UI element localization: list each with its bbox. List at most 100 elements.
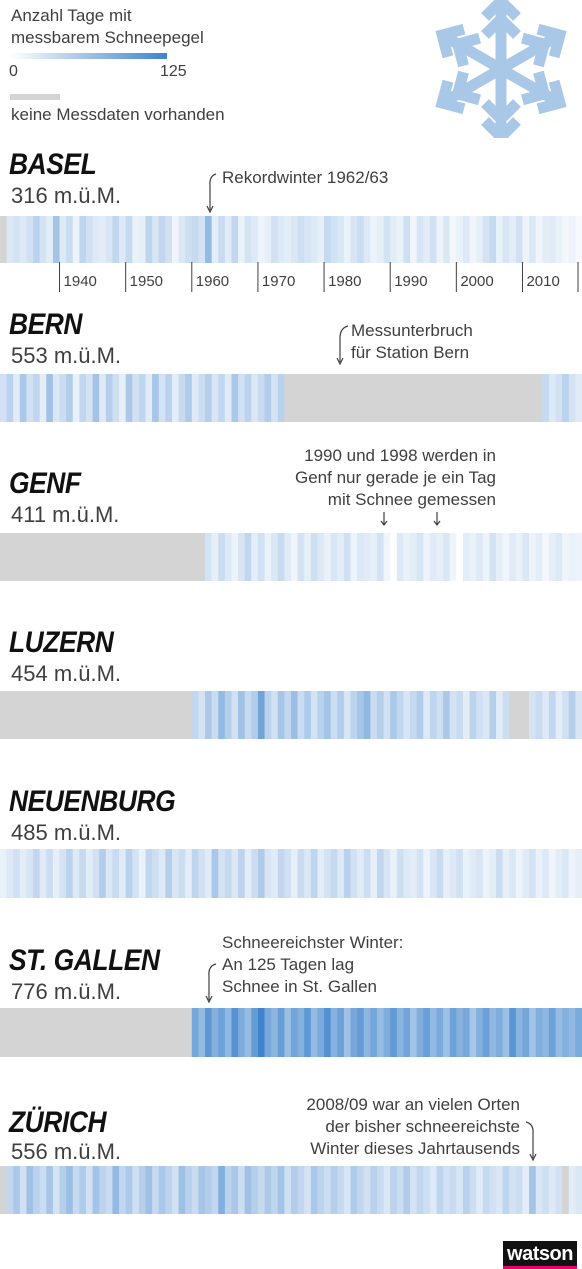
stripe-1962 [205, 1008, 213, 1057]
annotation-genf: 1990 und 1998 werden in Genf nur gerade … [262, 445, 496, 511]
stripe-1991 [396, 691, 405, 739]
station-elevation-st-gallen: 776 m.ü.M. [11, 979, 122, 1004]
stripe-1986 [363, 849, 371, 898]
stripe-1931 [0, 216, 8, 263]
stripe-1954 [152, 1008, 160, 1057]
stripe-1944 [85, 216, 94, 263]
stripe-1952 [138, 374, 147, 422]
stripe-1994 [416, 1166, 424, 1214]
stripe-1952 [138, 1008, 147, 1057]
stripe-1961 [198, 691, 206, 739]
stripe-1985 [357, 1166, 365, 1214]
stripe-1961 [198, 374, 206, 422]
stripe-2002 [469, 216, 477, 263]
stripe-1964 [218, 1008, 226, 1057]
stripe-1931 [0, 374, 8, 422]
stripe-1974 [284, 1166, 292, 1214]
stripe-2008 [509, 216, 517, 263]
stripe-1995 [423, 1166, 431, 1214]
stripe-1980 [324, 691, 332, 739]
stripe-2000 [456, 1166, 464, 1214]
stripe-1973 [277, 1008, 285, 1057]
stripe-1935 [26, 216, 34, 263]
stripe-1977 [304, 216, 312, 263]
stripe-1971 [264, 1008, 272, 1057]
stripe-1933 [13, 374, 21, 422]
stripe-2000 [456, 374, 464, 422]
stripe-2014 [548, 216, 557, 263]
stripe-1986 [363, 216, 371, 263]
tick-label-1990: 1990 [394, 273, 427, 290]
stripe-2002 [469, 691, 477, 739]
stripe-1932 [6, 216, 14, 263]
stripe-1948 [112, 374, 120, 422]
stripe-2018 [575, 374, 582, 422]
stripe-1959 [185, 216, 193, 263]
stripe-2010 [522, 1008, 530, 1057]
stripe-2016 [562, 849, 570, 898]
stripe-1977 [304, 849, 312, 898]
stripe-1960 [191, 216, 200, 263]
stripe-1958 [178, 533, 186, 581]
stripe-1932 [6, 533, 14, 581]
stripe-2004 [482, 849, 491, 898]
stripe-1942 [72, 691, 80, 739]
stripe-2014 [548, 1166, 557, 1214]
stripe-1959 [185, 1166, 193, 1214]
stripe-1957 [171, 374, 180, 422]
stripe-1948 [112, 1166, 120, 1214]
stripe-1985 [357, 374, 365, 422]
stripe-1989 [383, 374, 391, 422]
stripe-1955 [158, 691, 166, 739]
stripe-1958 [178, 1008, 186, 1057]
stripe-2010 [522, 691, 530, 739]
stripe-2015 [555, 216, 563, 263]
stripe-1944 [85, 1166, 94, 1214]
stripe-1957 [171, 691, 180, 739]
stripe-1945 [92, 691, 100, 739]
stripe-2004 [482, 374, 491, 422]
stripe-2009 [515, 533, 524, 581]
stripe-1958 [178, 216, 186, 263]
stripe-1974 [284, 1008, 292, 1057]
stripe-1994 [416, 216, 424, 263]
stripe-1955 [158, 1008, 166, 1057]
stripe-2004 [482, 533, 491, 581]
stripe-2006 [496, 1166, 504, 1214]
stripe-1967 [238, 1166, 246, 1214]
stripe-2013 [542, 849, 550, 898]
stripe-1942 [72, 849, 80, 898]
stripe-1979 [317, 374, 325, 422]
stripe-2002 [469, 1166, 477, 1214]
stripe-1938 [46, 374, 54, 422]
stripe-1976 [297, 374, 305, 422]
annotation-st-gallen-line3: Schnee in St. Gallen [222, 977, 377, 996]
stripe-1998 [443, 691, 451, 739]
stripe-1965 [224, 533, 233, 581]
stripe-1951 [132, 374, 140, 422]
stripe-1969 [251, 216, 259, 263]
stripe-1977 [304, 1008, 312, 1057]
stripes-bern [0, 374, 582, 422]
stripe-1941 [66, 533, 74, 581]
stripe-1941 [66, 374, 74, 422]
stripe-1967 [238, 374, 246, 422]
stripe-1959 [185, 691, 193, 739]
stripe-2000 [456, 849, 464, 898]
stripe-2001 [462, 849, 471, 898]
stripe-1969 [251, 849, 259, 898]
stripe-1947 [105, 374, 114, 422]
legend-min-label: 0 [9, 63, 18, 80]
stripe-1946 [99, 533, 107, 581]
station-name-neuenburg: NEUENBURG [9, 785, 176, 818]
pointer-arrow-zurich [525, 1121, 537, 1162]
tick-label-2000: 2000 [460, 273, 493, 290]
stripe-1938 [46, 1166, 54, 1214]
stripe-2011 [529, 374, 537, 422]
stripe-1973 [277, 216, 285, 263]
stripe-2007 [502, 533, 510, 581]
stripe-1953 [145, 691, 153, 739]
stripe-1996 [429, 849, 438, 898]
stripe-1958 [178, 1166, 186, 1214]
stripe-2007 [502, 1166, 510, 1214]
